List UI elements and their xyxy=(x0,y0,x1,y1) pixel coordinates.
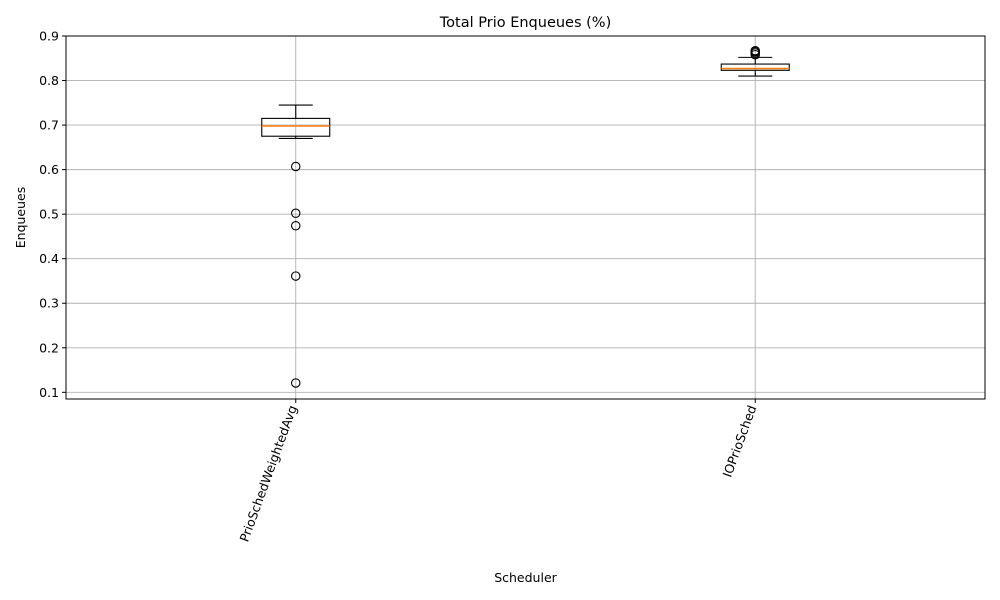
box-iqr xyxy=(720,63,790,71)
y-tick-label: 0.9 xyxy=(39,29,59,44)
grid xyxy=(66,35,985,399)
box-iqr xyxy=(261,117,331,137)
x-tick-label: PrioSchedWeightedAvg xyxy=(237,403,300,544)
outlier-point xyxy=(290,378,301,388)
y-tick-label: 0.2 xyxy=(39,340,59,355)
y-tick-label: 0.4 xyxy=(39,251,59,266)
x-axis-ticks: PrioSchedWeightedAvg IOPrioSched xyxy=(237,399,760,544)
y-tick-label: 0.5 xyxy=(39,207,59,222)
x-tick-label: IOPrioSched xyxy=(720,403,760,479)
y-tick-label: 0.1 xyxy=(39,385,59,400)
y-tick-label: 0.6 xyxy=(39,162,59,177)
outlier-point xyxy=(290,161,301,172)
box-1 xyxy=(720,45,790,77)
boxes xyxy=(261,45,790,388)
y-tick-label: 0.3 xyxy=(39,296,59,311)
outlier-point xyxy=(750,45,760,56)
plot-frame xyxy=(65,35,986,400)
outlier-point xyxy=(290,271,301,281)
y-axis-label: Enqueues xyxy=(13,187,28,249)
outlier-point xyxy=(290,220,301,231)
box-0 xyxy=(261,104,331,388)
y-axis-ticks: 0.1 0.2 0.3 0.4 0.5 0.6 0.7 0.8 0.9 xyxy=(39,29,66,400)
outlier-point xyxy=(290,208,301,219)
x-axis-label: Scheduler xyxy=(494,570,557,585)
y-tick-label: 0.7 xyxy=(39,118,59,133)
y-tick-label: 0.8 xyxy=(39,73,59,88)
chart-title: Total Prio Enqueues (%) xyxy=(439,15,611,31)
